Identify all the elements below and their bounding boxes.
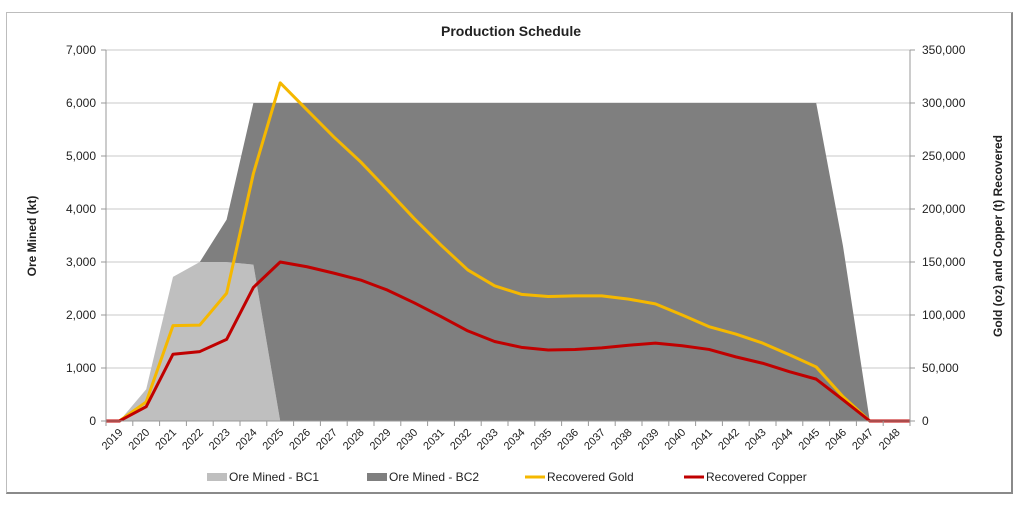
y2-tick-label: 200,000: [922, 202, 966, 216]
y-tick-label: 6,000: [66, 96, 96, 110]
x-tick-label: 2020: [127, 427, 153, 453]
x-tick-label: 2028: [341, 427, 367, 453]
y2-tick-label: 0: [922, 414, 929, 428]
x-tick-label: 2026: [287, 427, 313, 453]
x-tick-label: 2024: [234, 427, 260, 453]
x-tick-label: 2039: [636, 427, 662, 453]
x-tick-label: 2021: [153, 427, 179, 453]
legend-label: Ore Mined - BC2: [389, 470, 479, 484]
legend-swatch: [207, 473, 227, 481]
x-tick-label: 2044: [770, 427, 796, 453]
x-tick-label: 2019: [100, 427, 126, 453]
y2-axis-label: Gold (oz) and Copper (t) Recovered: [991, 135, 1005, 337]
x-tick-label: 2025: [261, 427, 287, 453]
x-tick-label: 2034: [502, 427, 528, 453]
line-series: [106, 81, 910, 423]
y2-tick-label: 350,000: [922, 43, 966, 57]
y2-tick-label: 250,000: [922, 149, 966, 163]
x-tick-label: 2042: [716, 427, 742, 453]
y-tick-label: 3,000: [66, 255, 96, 269]
x-tick-label: 2043: [743, 427, 769, 453]
y2-tick-label: 100,000: [922, 308, 966, 322]
y-tick-label: 7,000: [66, 43, 96, 57]
line-recovered-gold: [106, 81, 910, 423]
line-recovered-copper: [106, 260, 910, 423]
x-tick-label: 2029: [368, 427, 394, 453]
y-tick-label: 5,000: [66, 149, 96, 163]
y-tick-label: 0: [89, 414, 96, 428]
chart-frame: [6, 12, 1013, 494]
x-tick-label: 2027: [314, 427, 340, 453]
legend-swatch: [367, 473, 387, 481]
y2-tick-label: 300,000: [922, 96, 966, 110]
area-series: [119, 103, 897, 421]
legend-label: Ore Mined - BC1: [229, 470, 319, 484]
x-tick-label: 2031: [421, 427, 447, 453]
x-tick-label: 2037: [582, 427, 608, 453]
x-tick-label: 2030: [395, 427, 421, 453]
x-tick-label: 2035: [529, 427, 555, 453]
y-tick-label: 4,000: [66, 202, 96, 216]
x-tick-label: 2023: [207, 427, 233, 453]
y2-tick-label: 50,000: [922, 361, 959, 375]
x-tick-label: 2032: [448, 427, 474, 453]
x-tick-label: 2048: [877, 427, 903, 453]
legend: Ore Mined - BC1 Ore Mined - BC2 Recovered …: [207, 470, 807, 484]
y2-tick-label: 150,000: [922, 255, 966, 269]
x-tick-label: 2047: [850, 427, 876, 453]
y-axis-label: Ore Mined (kt): [25, 196, 39, 277]
x-tick-label: 2046: [823, 427, 849, 453]
legend-label: Recovered Gold: [547, 470, 634, 484]
y-tick-label: 2,000: [66, 308, 96, 322]
x-tick-label: 2041: [689, 427, 715, 453]
x-tick-label: 2040: [663, 427, 689, 453]
y-tick-label: 1,000: [66, 361, 96, 375]
x-tick-label: 2036: [555, 427, 581, 453]
area-ore-mined-bc2: [119, 103, 897, 421]
x-tick-label: 2038: [609, 427, 635, 453]
chart-title: Production Schedule: [441, 23, 581, 39]
x-tick-label: 2045: [797, 427, 823, 453]
x-tick-label: 2033: [475, 427, 501, 453]
x-tick-label: 2022: [180, 427, 206, 453]
area-ore-mined-bc1: [119, 262, 897, 421]
legend-label: Recovered Copper: [706, 470, 807, 484]
